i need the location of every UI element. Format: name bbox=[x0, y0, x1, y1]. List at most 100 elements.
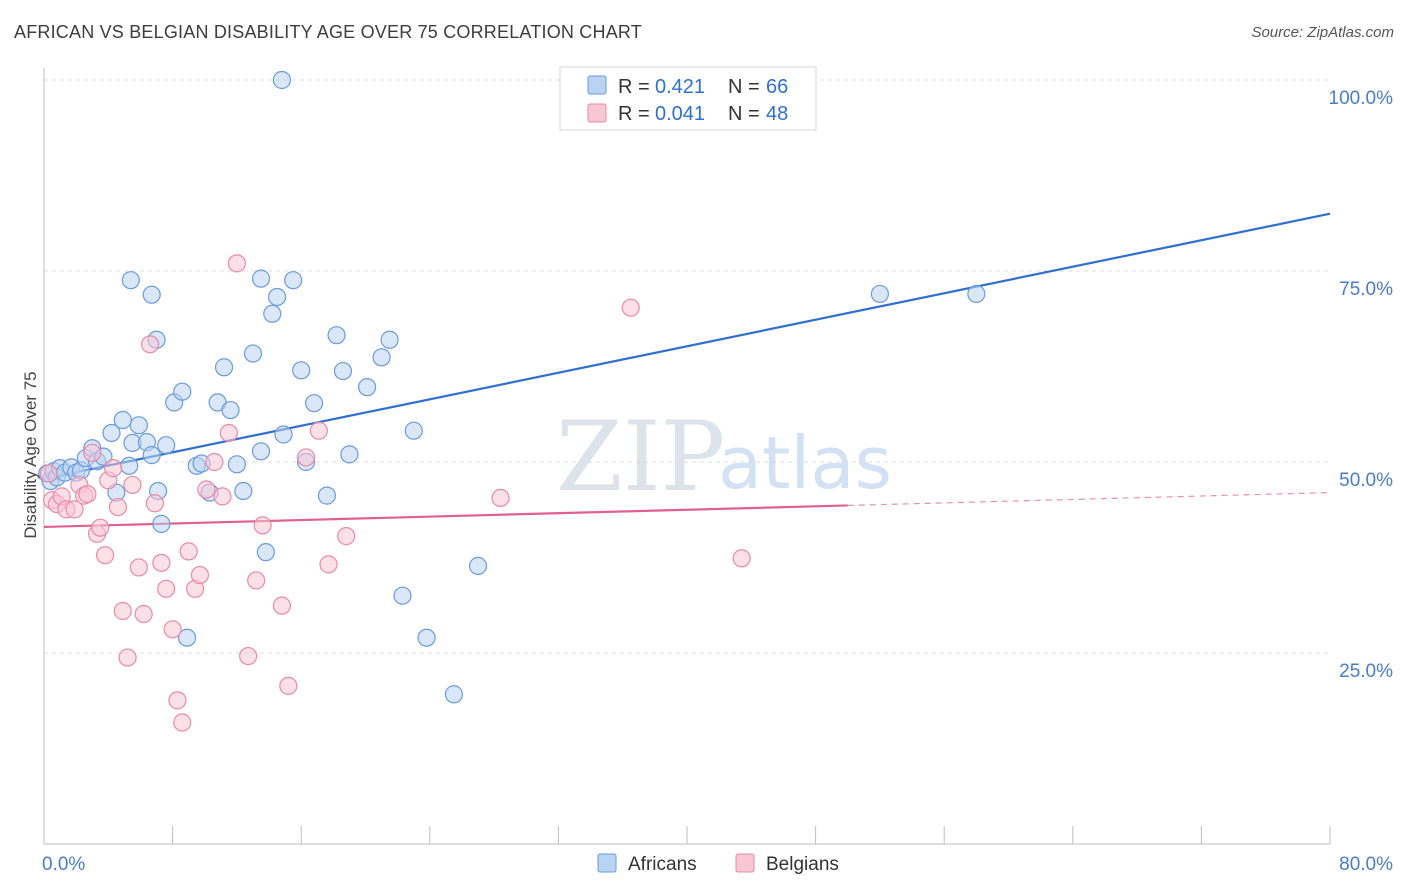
bottom-legend-africans-label: Africans bbox=[628, 854, 697, 875]
y-tick-label: 75.0% bbox=[1339, 279, 1393, 300]
africans-point bbox=[267, 287, 287, 307]
belgians-point bbox=[95, 546, 115, 565]
y-tick-label: 50.0% bbox=[1339, 470, 1393, 491]
data-points bbox=[38, 70, 986, 732]
belgians-point bbox=[78, 484, 97, 504]
x-tick-label: 80.0% bbox=[1339, 854, 1393, 875]
watermark-atlas: atlas bbox=[718, 421, 892, 505]
legend-belgians-n-value: 48 bbox=[766, 103, 788, 125]
africans-point bbox=[327, 326, 346, 345]
belgians-point bbox=[491, 488, 510, 508]
africans-point bbox=[340, 445, 359, 464]
africans-point bbox=[333, 361, 353, 381]
africans-point bbox=[417, 628, 436, 647]
source-label: Source: ZipAtlas.com bbox=[1251, 24, 1394, 41]
africans-point bbox=[243, 344, 263, 363]
africans-point bbox=[121, 271, 140, 290]
legend-africans-swatch bbox=[587, 75, 607, 95]
legend-belgians-swatch bbox=[587, 103, 607, 123]
belgians-point bbox=[197, 480, 216, 499]
belgians-point bbox=[168, 691, 187, 710]
belgians-point bbox=[152, 553, 171, 572]
africans-point bbox=[234, 481, 253, 501]
belgians-point bbox=[213, 487, 232, 506]
belgians-trend-line bbox=[43, 504, 848, 529]
belgians-point bbox=[173, 713, 192, 732]
belgians-point bbox=[621, 298, 640, 317]
belgians-point bbox=[732, 549, 751, 568]
belgians-trend-line-projection bbox=[847, 491, 1331, 507]
belgians-point bbox=[113, 601, 132, 621]
africans-point bbox=[468, 556, 488, 576]
belgians-point bbox=[309, 421, 328, 440]
africans-point bbox=[272, 70, 292, 90]
watermark-zip: ZIP bbox=[556, 401, 725, 513]
belgians-point bbox=[129, 558, 148, 577]
africans-point bbox=[967, 284, 986, 304]
africans-point bbox=[129, 416, 148, 435]
belgians-point bbox=[108, 497, 128, 517]
africans-point bbox=[263, 304, 282, 323]
africans-point bbox=[214, 358, 234, 377]
belgians-point bbox=[337, 527, 356, 546]
trend-lines bbox=[43, 212, 1331, 529]
belgians-point bbox=[39, 464, 58, 483]
belgians-point bbox=[157, 579, 176, 598]
y-tick-label: 100.0% bbox=[1329, 88, 1394, 109]
correlation-legend: R = 0.421 N = 66 R = 0.041 N = 48 bbox=[559, 66, 817, 131]
belgians-point bbox=[104, 459, 123, 478]
y-tick-labels: 25.0% 50.0% 75.0% 100.0% bbox=[1329, 88, 1394, 682]
y-axis-label: Disability Age Over 75 bbox=[21, 371, 40, 538]
belgians-point bbox=[319, 555, 338, 574]
axes bbox=[43, 68, 1331, 845]
y-tick-label: 25.0% bbox=[1339, 661, 1393, 682]
legend-africans-r-value: 0.421 bbox=[655, 76, 705, 98]
africans-point bbox=[102, 423, 121, 443]
belgians-point bbox=[279, 676, 298, 695]
africans-point bbox=[251, 442, 271, 461]
grid-lines bbox=[44, 79, 1330, 654]
belgians-point bbox=[227, 254, 246, 273]
legend-africans-n-value: 66 bbox=[766, 76, 788, 98]
africans-point bbox=[304, 394, 324, 413]
belgians-point bbox=[296, 448, 316, 467]
belgians-point bbox=[140, 335, 160, 354]
africans-point bbox=[177, 628, 197, 647]
belgians-point bbox=[91, 518, 110, 537]
belgians-point bbox=[118, 648, 137, 667]
belgians-point bbox=[65, 500, 84, 519]
africans-point bbox=[284, 271, 303, 290]
africans-point bbox=[120, 456, 139, 475]
belgians-point bbox=[253, 516, 272, 535]
africans-point bbox=[404, 421, 423, 440]
belgians-point bbox=[219, 423, 238, 443]
africans-point bbox=[227, 455, 246, 474]
africans-point bbox=[142, 285, 161, 304]
belgians-point bbox=[145, 494, 165, 513]
bottom-legend-africans-swatch bbox=[597, 853, 617, 873]
belgians-point bbox=[179, 542, 198, 561]
africans-point bbox=[113, 410, 132, 430]
africans-point bbox=[256, 543, 275, 562]
africans-point bbox=[358, 378, 377, 397]
belgians-point bbox=[205, 452, 224, 472]
africans-point bbox=[380, 330, 399, 349]
bottom-legend-belgians-label: Belgians bbox=[766, 854, 839, 875]
belgians-point bbox=[239, 646, 258, 666]
x-tick-label: 0.0% bbox=[42, 854, 85, 875]
belgians-point bbox=[134, 604, 153, 624]
africans-point bbox=[444, 685, 464, 704]
series-legend: Africans Belgians bbox=[597, 853, 839, 875]
legend-africans-n-label: N = bbox=[728, 76, 760, 98]
bottom-legend-belgians-swatch bbox=[735, 853, 755, 873]
belgians-point bbox=[190, 565, 210, 585]
belgians-point bbox=[83, 443, 102, 462]
africans-point bbox=[393, 586, 412, 605]
africans-point bbox=[221, 400, 240, 420]
africans-point bbox=[372, 348, 391, 367]
chart-title: AFRICAN VS BELGIAN DISABILITY AGE OVER 7… bbox=[14, 22, 642, 42]
africans-point bbox=[317, 486, 337, 505]
legend-belgians-n-label: N = bbox=[728, 103, 760, 125]
belgians-point bbox=[163, 620, 182, 639]
